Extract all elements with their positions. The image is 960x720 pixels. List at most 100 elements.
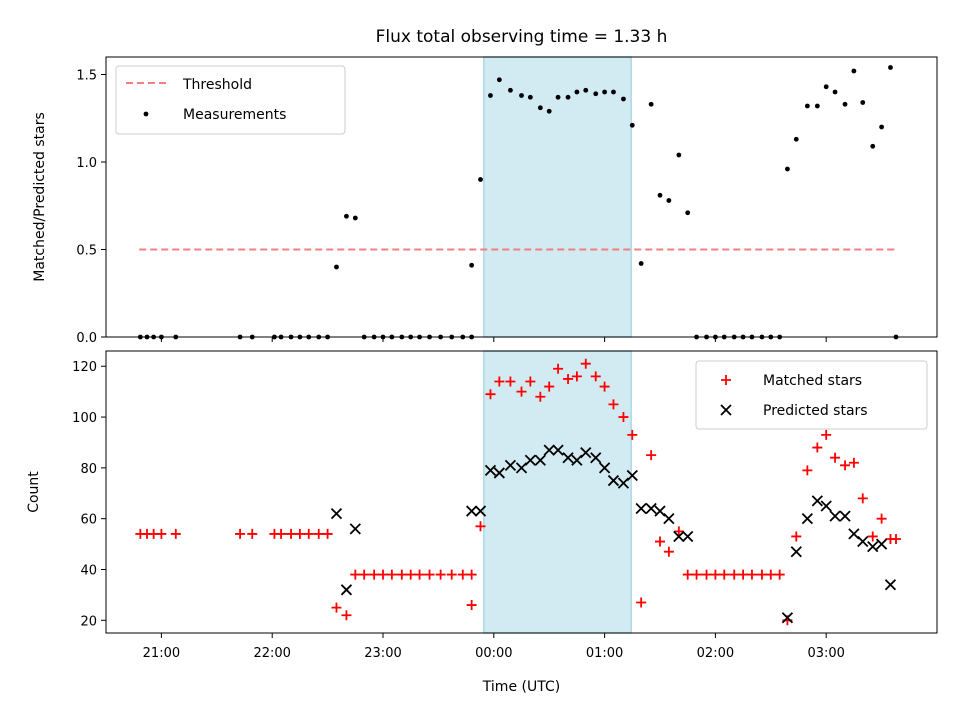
matched-stars-point: [891, 534, 902, 544]
panel-counts: 20 40 60 80 100 120 21:00 22:00 23:00 00:00 01:00 0…: [72, 350, 938, 661]
axes-frame: [105, 350, 938, 634]
matched-stars-point: [505, 376, 516, 387]
legend-box: [115, 65, 346, 135]
x-tick-label: 23:00: [364, 646, 401, 661]
matched-stars-point: [247, 528, 258, 539]
matched-stars-point: [876, 513, 887, 524]
measurements-point: [879, 124, 884, 130]
predicted-stars-point: [635, 502, 647, 515]
predicted-stars-point: [682, 530, 694, 543]
matched-stars-point: [655, 536, 665, 547]
measurements-point: [334, 264, 339, 270]
matched-stars-point: [156, 528, 167, 539]
measurements-point: [344, 213, 349, 219]
measurements-point: [611, 89, 616, 95]
panel-ratio: 0.0 0.5 1.0 1.5: [76, 56, 938, 346]
predicted-stars-point: [493, 467, 505, 479]
matched-stars-point: [303, 528, 314, 539]
predicted-stars-point: [562, 452, 574, 464]
measurements-point: [478, 177, 483, 182]
predicted-stars-point: [663, 513, 675, 525]
matched-stars-point: [553, 363, 564, 374]
predicted-stars-point: [875, 538, 888, 550]
measurements-point: [832, 89, 838, 95]
matched-stars-point: [235, 528, 246, 539]
matched-stars-point: [369, 569, 380, 580]
measurements-point: [496, 77, 502, 83]
matched-stars-point: [563, 373, 574, 384]
matched-stars-point: [821, 429, 832, 440]
measurements-point: [685, 210, 691, 216]
measurements-point: [648, 101, 654, 107]
measurements-point: [785, 166, 790, 172]
x-tick-label: 03:00: [807, 646, 844, 661]
matched-stars-point: [691, 569, 702, 580]
measurements-point: [565, 94, 571, 100]
matched-stars-point: [341, 610, 352, 621]
matched-stars-point: [840, 460, 851, 471]
predicted-stars-point: [811, 495, 823, 507]
measurements-point: [537, 105, 543, 111]
matched-stars-point: [446, 569, 457, 580]
matched-stars-point: [405, 569, 416, 580]
matched-stars-point: [378, 569, 388, 580]
predicted-stars-point: [829, 510, 841, 522]
predicted-stars-point: [534, 454, 546, 466]
predicted-stars-point: [524, 454, 537, 466]
predicted-stars-point: [884, 579, 897, 591]
measurements-point: [519, 93, 524, 98]
matched-stars-point: [276, 528, 287, 539]
predicted-stars-point: [590, 452, 602, 464]
predicted-stars-point: [580, 446, 592, 459]
y-tick-label: 0.0: [76, 331, 97, 346]
matched-stars-point: [396, 569, 407, 580]
predicted-stars-point: [645, 502, 657, 515]
matched-stars-point: [848, 457, 859, 468]
predicted-stars-point: [598, 462, 611, 474]
x-tick-label: 22:00: [253, 646, 290, 661]
matched-stars-point: [424, 569, 435, 580]
matched-stars-point: [802, 465, 813, 476]
matched-stars-point: [170, 528, 181, 539]
matched-stars-point: [774, 569, 785, 580]
predicted-stars-point: [607, 474, 620, 487]
measurements-point: [842, 101, 848, 107]
x-tick-label: 02:00: [697, 646, 734, 661]
measurements-point: [814, 103, 820, 109]
x-axis-label-time: Time (UTC): [482, 679, 560, 695]
measurements-point: [657, 192, 663, 198]
legend-matched-swatch: [721, 375, 731, 385]
measurements-point: [352, 215, 358, 221]
measurements-point: [666, 198, 672, 203]
measurements-point: [676, 152, 682, 158]
predicted-stars-point: [466, 505, 478, 517]
predicted-stars-point: [626, 469, 638, 482]
predicted-stars-point: [801, 513, 814, 525]
matched-stars-point: [494, 376, 505, 387]
measurements-point: [508, 87, 513, 93]
matched-stars-point: [435, 569, 446, 580]
y-tick-label: 40: [80, 563, 97, 578]
x-tick-label: 00:00: [475, 646, 512, 661]
matched-stars-point: [663, 546, 674, 557]
legend-threshold-label: Threshold: [182, 77, 252, 93]
legend-predicted-label: Predicted stars: [763, 403, 868, 419]
matched-stars-point: [475, 521, 486, 532]
matched-stars-point: [485, 389, 496, 400]
matched-stars-point: [457, 569, 468, 580]
predicted-stars-point: [867, 540, 879, 553]
predicted-stars-point: [474, 505, 487, 517]
matched-stars-point: [525, 376, 536, 387]
legend-predicted-swatch: [720, 404, 732, 416]
matched-stars-point: [673, 526, 684, 537]
matched-stars-point: [618, 412, 629, 423]
x-tick-label: 01:00: [586, 646, 623, 661]
matched-stars-point: [729, 569, 740, 580]
measurements-point: [469, 262, 475, 268]
matched-stars-point: [857, 493, 868, 504]
matched-stars-point: [331, 602, 342, 613]
chart-title: Flux total observing time = 1.33 h: [376, 27, 668, 47]
matched-stars-point: [738, 569, 749, 580]
measurements-point: [488, 93, 493, 98]
